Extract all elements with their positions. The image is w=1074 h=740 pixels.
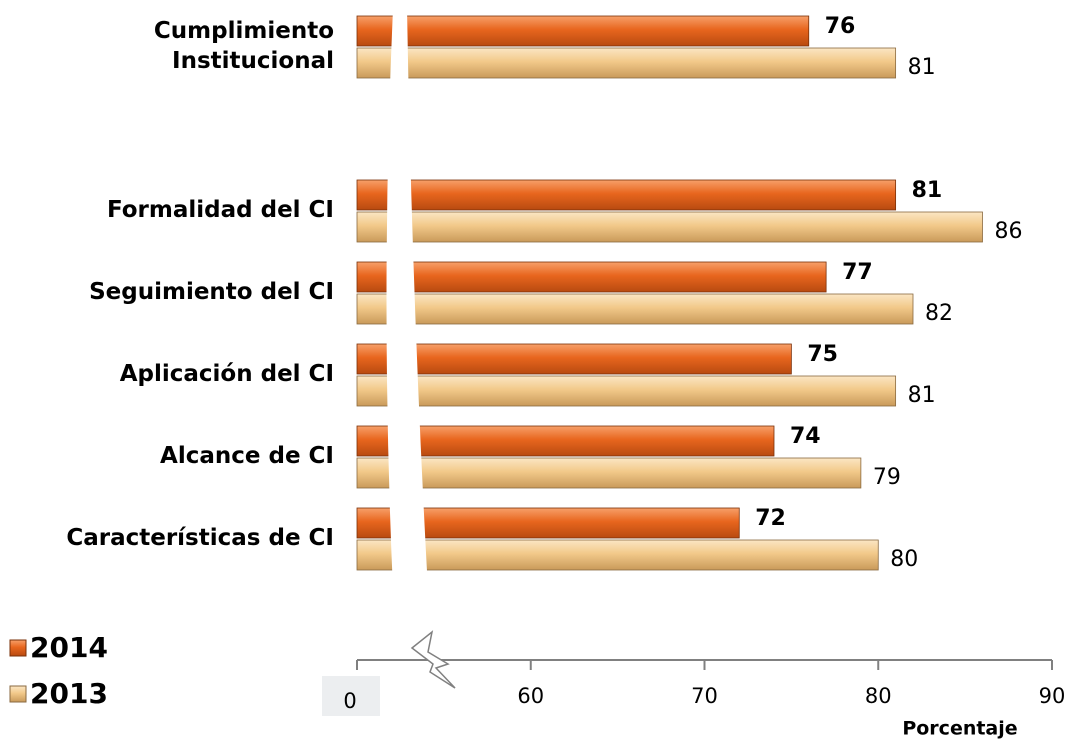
category-label: Formalidad del CI (106, 197, 334, 223)
data-label: 81 (908, 55, 936, 80)
bar (356, 211, 983, 243)
category-label: Seguimiento del CI (89, 279, 334, 305)
x-tick-label: 60 (517, 684, 544, 708)
data-label: 75 (807, 342, 838, 367)
bar (356, 179, 897, 211)
legend-marker (9, 639, 27, 657)
x-tick-label: 70 (691, 684, 718, 708)
data-label: 76 (825, 14, 856, 39)
legend-marker (9, 685, 27, 703)
category-label: Características de CI (66, 525, 334, 551)
bar (356, 425, 775, 457)
x-tick-label: 90 (1039, 684, 1066, 708)
data-label: 77 (842, 260, 873, 285)
x-tick-label: 80 (865, 684, 892, 708)
x-axis-label: Porcentaje (902, 718, 1017, 740)
bar (356, 539, 879, 571)
data-label: 81 (912, 178, 943, 203)
data-label: 81 (908, 383, 936, 408)
data-label: 72 (755, 506, 786, 531)
bar (356, 293, 914, 325)
data-label: 82 (925, 301, 953, 326)
axis-break (386, 8, 428, 590)
bar (356, 343, 792, 375)
category-label: Cumplimiento Institucional (153, 18, 334, 74)
data-label: 79 (873, 465, 901, 490)
zero-tick-bg (322, 676, 380, 716)
category-label: Alcance de CI (160, 443, 334, 469)
legend-label: 2014 (30, 631, 108, 664)
data-label: 80 (890, 547, 918, 572)
bar (356, 375, 897, 407)
bar (356, 15, 810, 47)
data-label: 86 (995, 219, 1023, 244)
bar (356, 261, 827, 293)
break-symbol (410, 630, 456, 689)
legend-label: 2013 (30, 677, 108, 710)
category-label: Aplicación del CI (119, 361, 334, 387)
bar (356, 457, 862, 489)
x-tick-label: 0 (343, 689, 356, 713)
data-label: 74 (790, 424, 821, 449)
bar (356, 47, 897, 79)
